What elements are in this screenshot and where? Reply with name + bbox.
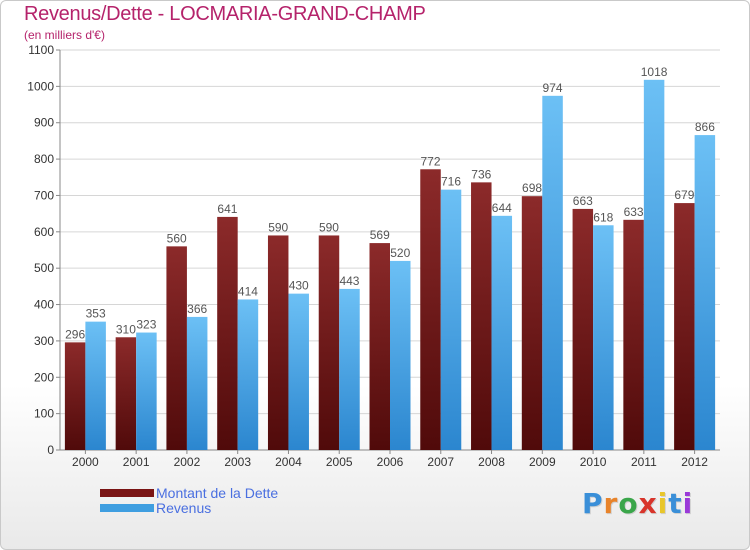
x-tick-label: 2000 <box>72 455 99 469</box>
y-tick-label: 0 <box>47 443 54 457</box>
data-label-dette: 663 <box>573 194 593 208</box>
bar-dette <box>572 208 594 450</box>
bar-revenus <box>542 95 563 451</box>
bar-revenus <box>390 260 411 450</box>
logo-letter: i <box>657 487 669 520</box>
bar-dette <box>521 196 543 450</box>
data-label-dette: 698 <box>522 181 542 195</box>
logo-letter: o <box>618 487 639 520</box>
chart-subtitle: (en milliers d'€) <box>24 28 105 42</box>
data-label-dette: 560 <box>167 231 187 245</box>
data-label-dette: 590 <box>319 220 339 234</box>
bar-dette <box>64 342 86 450</box>
data-label-dette: 736 <box>471 167 491 181</box>
bar-dette <box>369 243 390 450</box>
bar-revenus <box>643 79 665 451</box>
data-label-revenus: 716 <box>441 175 461 189</box>
data-label-revenus: 443 <box>339 274 359 288</box>
data-label-revenus: 520 <box>390 246 410 260</box>
bar-revenus <box>593 225 614 450</box>
bar-dette <box>420 169 441 451</box>
legend-label-revenus: Revenus <box>156 500 212 516</box>
chart-title: Revenus/Dette - LOCMARIA-GRAND-CHAMP <box>24 3 426 25</box>
x-tick-label: 2005 <box>326 455 353 469</box>
legend-swatch-dette <box>100 489 154 497</box>
data-label-revenus: 866 <box>695 120 715 134</box>
x-tick-label: 2002 <box>174 455 201 469</box>
data-label-dette: 633 <box>624 205 644 219</box>
y-tick-label: 500 <box>34 261 54 275</box>
y-tick-label: 400 <box>34 298 54 312</box>
y-tick-label: 200 <box>34 370 54 384</box>
x-tick-label: 2006 <box>377 455 404 469</box>
data-label-dette: 679 <box>674 188 694 202</box>
x-tick-label: 2009 <box>529 455 556 469</box>
data-label-revenus: 414 <box>238 284 258 298</box>
x-tick-label: 2004 <box>275 455 302 469</box>
bar-revenus <box>186 316 208 450</box>
data-label-revenus: 974 <box>543 81 563 95</box>
data-label-revenus: 353 <box>86 307 106 321</box>
y-tick-label: 300 <box>34 334 54 348</box>
logo-letter: i <box>682 487 694 520</box>
data-label-dette: 641 <box>217 202 237 216</box>
logo-letter: t <box>668 487 683 520</box>
y-tick-label: 600 <box>34 225 54 239</box>
data-label-revenus: 430 <box>289 279 309 293</box>
data-label-revenus: 644 <box>492 201 512 215</box>
bar-dette <box>166 246 187 450</box>
y-tick-label: 100 <box>34 407 54 421</box>
legend-label-dette: Montant de la Dette <box>156 485 279 501</box>
bar-revenus <box>339 288 360 450</box>
data-label-revenus: 366 <box>187 302 207 316</box>
bar-revenus <box>136 332 157 450</box>
bar-revenus <box>288 293 309 450</box>
y-tick-label: 700 <box>34 188 54 202</box>
data-label-revenus: 323 <box>136 318 156 332</box>
data-label-dette: 569 <box>370 228 390 242</box>
y-tick-label: 900 <box>34 116 54 130</box>
bar-dette <box>318 235 340 450</box>
data-label-dette: 296 <box>65 327 85 341</box>
bar-revenus <box>694 135 716 450</box>
logo-letter: x <box>638 487 658 520</box>
bar-revenus <box>491 215 513 450</box>
legend-swatch-revenus <box>100 504 154 512</box>
y-tick-label: 1100 <box>28 43 54 57</box>
data-label-dette: 772 <box>421 154 441 168</box>
bar-dette <box>267 235 289 450</box>
proxiti-logo: Proxiti <box>582 487 693 520</box>
data-label-dette: 310 <box>116 322 136 336</box>
data-label-revenus: 618 <box>593 210 613 224</box>
logo-letter: r <box>603 487 619 520</box>
x-tick-label: 2001 <box>123 455 150 469</box>
x-tick-label: 2003 <box>224 455 251 469</box>
bar-dette <box>217 216 238 450</box>
bar-dette <box>674 203 695 450</box>
y-tick-label: 1000 <box>27 79 54 93</box>
x-tick-label: 2012 <box>681 455 708 469</box>
data-label-dette: 590 <box>268 220 288 234</box>
x-tick-label: 2011 <box>631 455 657 469</box>
data-label-revenus: 1018 <box>641 65 668 79</box>
y-tick-label: 800 <box>34 152 54 166</box>
x-tick-label: 2007 <box>427 455 454 469</box>
bar-dette <box>115 337 137 450</box>
bar-dette <box>471 182 492 450</box>
bar-revenus <box>85 321 106 450</box>
x-tick-label: 2010 <box>580 455 607 469</box>
logo-letter: P <box>582 487 604 520</box>
x-tick-label: 2008 <box>478 455 505 469</box>
bar-revenus <box>237 299 259 450</box>
bar-dette <box>623 219 644 450</box>
bar-revenus <box>440 189 462 451</box>
